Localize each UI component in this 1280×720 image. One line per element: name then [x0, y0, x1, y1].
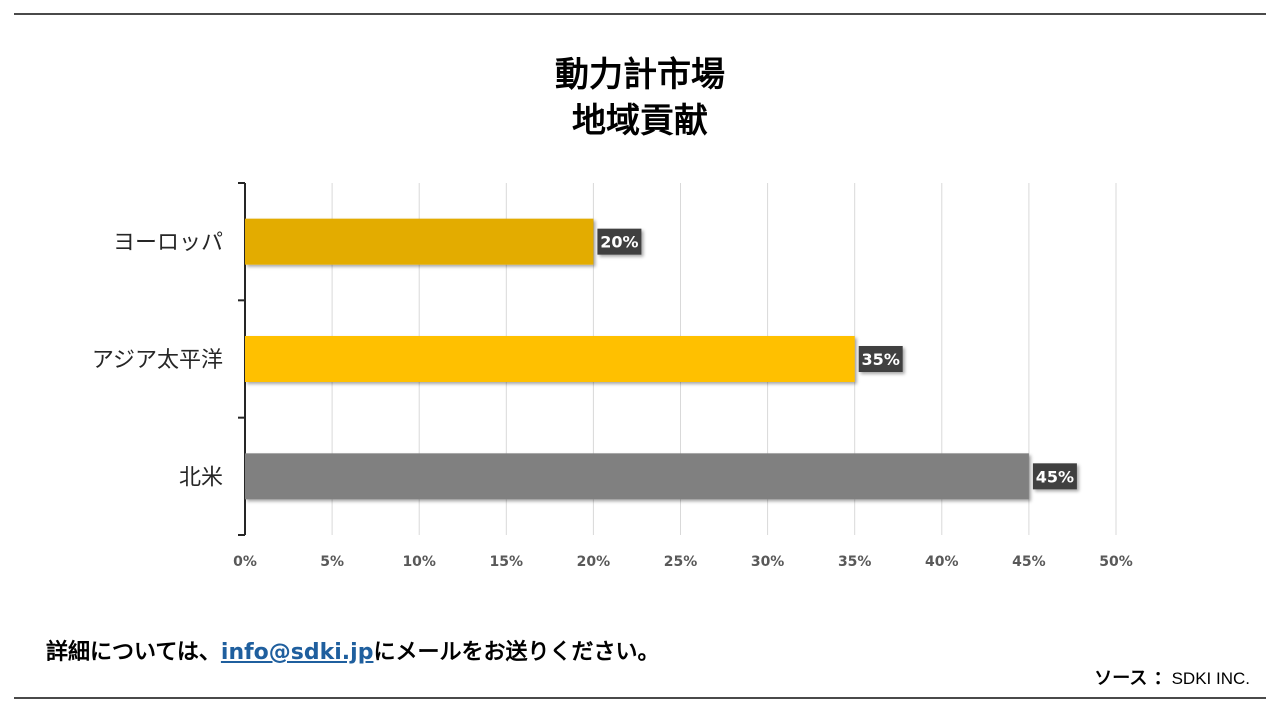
category-label-1: ヨーロッパ: [113, 231, 223, 256]
chart-title-line-1: 動力計市場: [555, 55, 725, 95]
x-tick-label-9: 45%: [1012, 554, 1046, 570]
bottom-rule: [14, 697, 1266, 699]
data-label-box-2: [858, 346, 903, 372]
data-label-2: 35%: [862, 350, 900, 369]
data-label-box-1: [597, 228, 642, 255]
contact-prefix: 詳細については、: [46, 640, 221, 665]
x-tick-label-7: 35%: [838, 554, 872, 570]
x-tick-label-1: 5%: [320, 554, 344, 570]
contact-suffix: にメールをお送りください。: [373, 640, 660, 665]
data-label-3: 45%: [1036, 467, 1074, 486]
category-label-2: アジア太平洋: [92, 348, 223, 373]
source-note: ソース ：SDKI INC.: [1094, 667, 1250, 691]
contact-note: 詳細については、info@sdki.jpにメールをお送りください。: [46, 638, 659, 668]
chart-title-line-2: 地域貢献: [572, 101, 708, 141]
source-value: SDKI INC.: [1171, 669, 1250, 688]
x-tick-label-10: 50%: [1099, 554, 1133, 570]
x-tick-label-5: 25%: [664, 554, 698, 570]
bar-2: [245, 336, 855, 382]
chart-title: 動力計市場 地域貢献: [0, 52, 1280, 144]
x-tick-label-8: 40%: [925, 554, 959, 570]
source-label: ソース ：: [1094, 668, 1172, 689]
x-tick-label-6: 30%: [751, 554, 785, 570]
bar-1: [245, 218, 594, 265]
category-label-3: 北米: [179, 465, 223, 490]
x-tick-label-4: 20%: [577, 554, 611, 570]
top-rule: [14, 13, 1266, 15]
x-tick-label-0: 0%: [233, 554, 257, 570]
bar-3: [245, 453, 1029, 500]
x-tick-label-3: 15%: [490, 554, 524, 570]
data-label-box-3: [1032, 463, 1077, 490]
data-label-1: 20%: [600, 233, 638, 252]
x-tick-label-2: 10%: [402, 554, 436, 570]
contact-email-link[interactable]: info@sdki.jp: [220, 640, 374, 665]
